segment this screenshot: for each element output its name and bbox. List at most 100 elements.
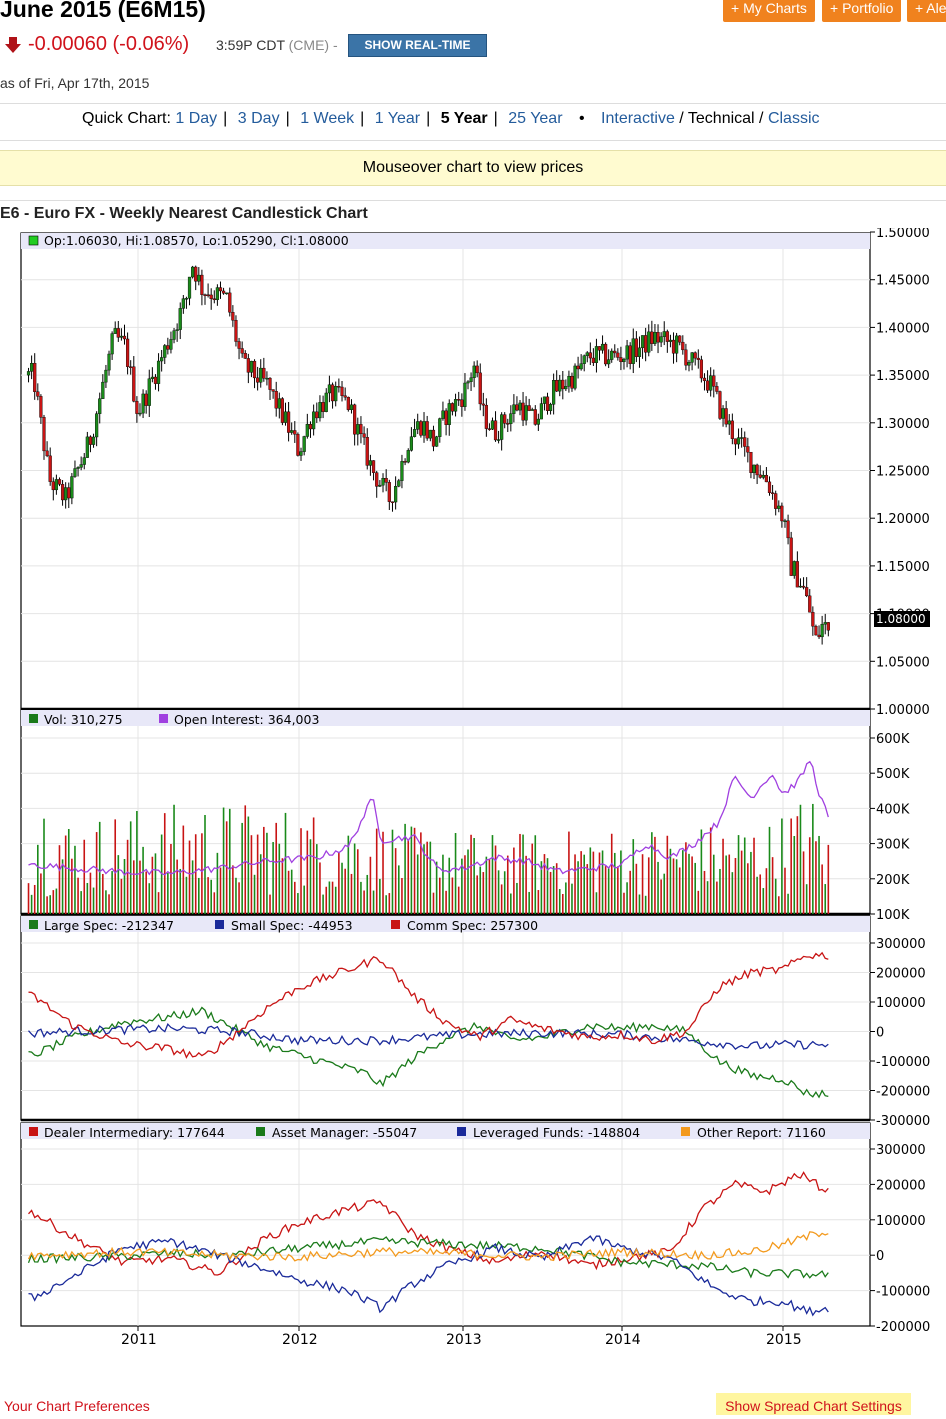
candle-body xyxy=(45,450,49,457)
chart-title: E6 - Euro FX - Weekly Nearest Candlestic… xyxy=(0,205,368,222)
candle-body xyxy=(39,396,43,418)
interactive-link[interactable]: Interactive xyxy=(601,110,675,127)
candle-body xyxy=(558,379,562,392)
candle-body xyxy=(789,537,793,576)
candle-body xyxy=(552,380,556,405)
price-legend-bar xyxy=(21,233,870,249)
show-real-time-button[interactable]: SHOW REAL-TIME xyxy=(348,34,487,57)
portfolio-button[interactable]: + Portfolio xyxy=(822,0,902,22)
x-tick-label: 2011 xyxy=(121,1332,157,1348)
y-tick-label: 100000 xyxy=(876,996,926,1011)
candle-body xyxy=(582,355,586,364)
candle-body xyxy=(826,622,830,631)
y-tick-label: 1.25000 xyxy=(876,465,930,480)
candle-body xyxy=(221,290,226,294)
candle-body xyxy=(607,359,611,365)
large-spec-swatch xyxy=(29,920,38,929)
candle-body xyxy=(231,312,235,321)
candle-body xyxy=(95,413,99,438)
candle-body xyxy=(684,349,688,366)
y-tick-label: -100000 xyxy=(876,1055,930,1070)
x-tick-label: 2015 xyxy=(766,1332,802,1348)
candle-body xyxy=(249,360,254,373)
alerts-button[interactable]: + Ale xyxy=(907,0,946,22)
candle-body xyxy=(594,346,599,363)
candle-body xyxy=(610,350,614,360)
volume-legend-bar xyxy=(21,710,870,726)
candle-body xyxy=(79,464,83,468)
technical-current: Technical xyxy=(687,110,755,127)
candle-body xyxy=(823,622,827,625)
y-tick-label: 100000 xyxy=(876,1214,926,1229)
candle-body xyxy=(353,404,357,435)
candle-body xyxy=(419,421,423,436)
y-tick-label: 1.50000 xyxy=(876,228,930,241)
candle-body xyxy=(662,331,666,337)
candle-body xyxy=(375,472,379,487)
candle-body xyxy=(277,398,281,409)
exchange-text: (CME) - xyxy=(288,37,338,53)
range-25-year[interactable]: 25 Year xyxy=(508,110,563,127)
candle-body xyxy=(533,409,537,425)
candle-body xyxy=(403,461,407,463)
candle-body xyxy=(444,410,448,425)
chart-canvas[interactable]: 1.50000 1.45000 1.40000 1.35000 1.30000 1.250… xyxy=(0,228,946,1358)
y-tick-label: -100000 xyxy=(876,1285,930,1300)
my-charts-button[interactable]: + My Charts xyxy=(723,0,815,22)
candle-body xyxy=(770,492,775,494)
candle-body xyxy=(406,450,410,463)
range-3-day[interactable]: 3 Day xyxy=(237,110,280,127)
candle-body xyxy=(125,338,130,367)
candle-body xyxy=(530,409,534,411)
candle-body xyxy=(542,396,547,404)
candle-body xyxy=(811,611,815,627)
candle-body xyxy=(585,352,589,356)
range-1-week[interactable]: 1 Week xyxy=(300,110,355,127)
candle-body xyxy=(416,421,420,430)
candle-body xyxy=(490,420,495,430)
candle-body xyxy=(36,391,40,397)
candle-body xyxy=(349,404,354,410)
y-tick-label: 0 xyxy=(876,1249,884,1264)
y-tick-label: 300K xyxy=(876,838,910,853)
y-tick-label: 300000 xyxy=(876,937,926,952)
candle-body xyxy=(299,451,303,456)
candle-body xyxy=(622,358,626,363)
candle-body xyxy=(783,520,787,522)
candle-body xyxy=(588,352,592,359)
candle-body xyxy=(774,493,778,509)
candle-body xyxy=(51,481,55,491)
classic-link[interactable]: Classic xyxy=(767,110,820,127)
candle-body xyxy=(107,353,111,371)
candle-body xyxy=(283,411,288,423)
chart-preferences-link[interactable]: Your Chart Preferences xyxy=(4,1398,150,1414)
candle-body xyxy=(597,346,602,351)
candle-body xyxy=(91,436,96,445)
range-1-year[interactable]: 1 Year xyxy=(374,110,421,127)
candle-body xyxy=(817,634,821,638)
candle-body xyxy=(172,330,176,340)
last-value-tag xyxy=(874,611,930,627)
price-legend-swatch xyxy=(28,235,39,246)
candle-body xyxy=(321,402,325,412)
candle-body xyxy=(668,339,673,342)
candle-body xyxy=(472,365,476,379)
candle-body xyxy=(733,438,738,445)
candle-body xyxy=(604,343,608,365)
leveraged-funds-legend: Leveraged Funds: -148804 xyxy=(473,1125,640,1140)
candle-body xyxy=(397,480,401,487)
candle-body xyxy=(675,335,679,354)
range-1-day[interactable]: 1 Day xyxy=(175,110,218,127)
quote-time: 3:59P CDT (CME) - xyxy=(216,37,338,53)
candle-body xyxy=(647,331,651,353)
candle-body xyxy=(687,362,691,366)
candle-body xyxy=(359,424,363,434)
candle-body xyxy=(343,395,347,398)
ohlc-label: Op:1.06030, Hi:1.08570, Lo:1.05290, Cl:1… xyxy=(44,233,349,248)
dealer-swatch xyxy=(29,1127,38,1136)
divider xyxy=(0,200,946,201)
spread-settings-button[interactable]: Show Spread Chart Settings xyxy=(716,1393,911,1415)
candle-body xyxy=(453,399,458,412)
candle-body xyxy=(441,410,445,419)
candle-body xyxy=(628,345,632,364)
